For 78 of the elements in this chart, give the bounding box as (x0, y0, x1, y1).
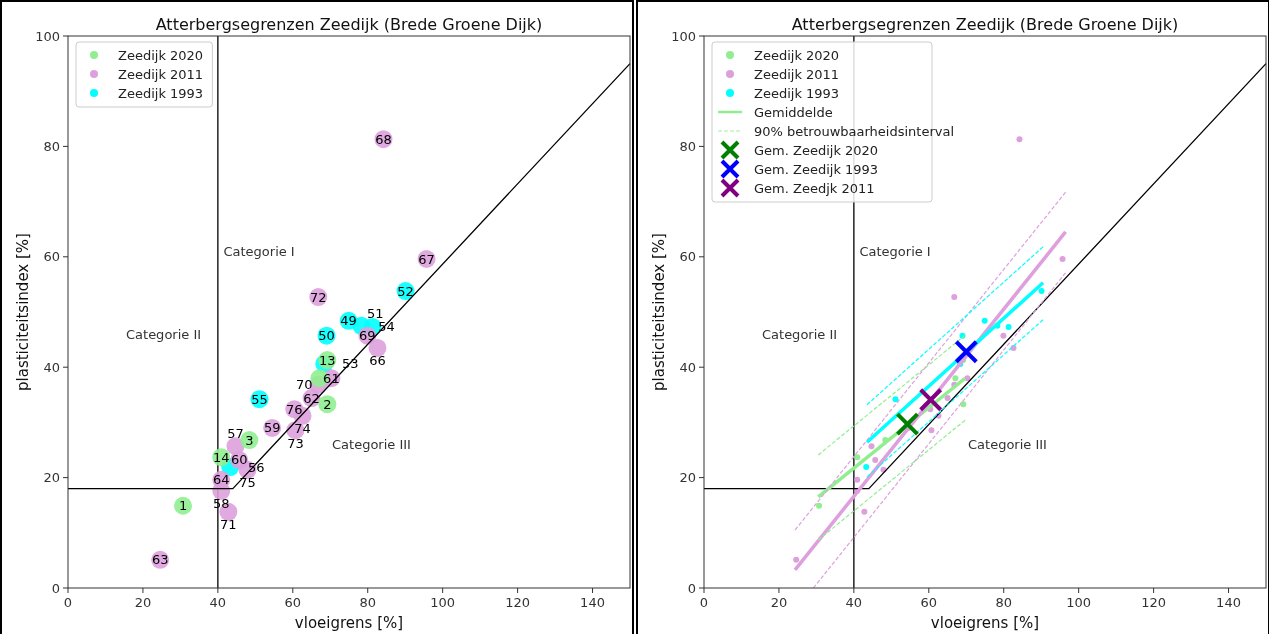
annotation: 72 (310, 289, 327, 305)
annotation: 49 (340, 313, 357, 329)
annotation: Categorie III (332, 437, 411, 453)
annotation: 13 (319, 352, 336, 368)
annotation: 63 (151, 552, 169, 568)
x-tick-label: 80 (995, 595, 1013, 610)
x-tick-label: 60 (284, 595, 302, 610)
y-tick-label: 80 (43, 138, 60, 154)
annotation: 71 (220, 517, 237, 533)
x-tick-label: 120 (505, 595, 531, 610)
annotation: 60 (230, 452, 248, 468)
annotation: 64 (212, 472, 230, 488)
x-tick-label: 60 (920, 595, 938, 610)
annotation: 52 (397, 283, 414, 299)
chart-title: Atterbergsegrenzen Zeedijk (Brede Groene Dijk) (791, 15, 1179, 34)
annotation: 74 (294, 421, 311, 437)
annotation: 69 (359, 328, 376, 344)
x-tick-label: 20 (770, 595, 788, 610)
annotation: 75 (239, 475, 256, 491)
annotation: 66 (369, 353, 386, 369)
annotation: 70 (296, 377, 313, 393)
annotation: 59 (263, 420, 281, 436)
legend-label: 90% betrouwbaarheidsinterval (754, 123, 954, 139)
y-tick-label: 0 (51, 580, 60, 596)
annotation: 73 (287, 435, 304, 451)
annotation: 2 (323, 396, 332, 412)
legend-label: Zeedijk 2011 (754, 66, 840, 82)
y-tick-label: 20 (43, 470, 60, 486)
y-tick-label: 40 (679, 359, 696, 375)
annotation: 14 (212, 449, 230, 465)
legend-label: Zeedijk 1993 (118, 85, 204, 101)
x-tick-label: 40 (209, 595, 227, 610)
x-tick-label: 0 (699, 595, 709, 610)
annotation: 1 (178, 498, 188, 514)
legend-label: Gem. Zeedijk 2020 (754, 142, 879, 158)
y-tick-label: 20 (679, 470, 696, 486)
legend-label: Gem. Zeedjk 2011 (754, 180, 875, 196)
annotation: 51 (367, 306, 384, 322)
annotation: 67 (418, 251, 435, 267)
annotation: 57 (227, 425, 244, 441)
annotation: 55 (251, 391, 268, 407)
annotation: 3 (245, 432, 254, 448)
y-tick-label: 60 (43, 249, 60, 265)
annotation: 76 (286, 401, 303, 417)
x-tick-label: 80 (359, 595, 377, 610)
chart-title: Atterbergsegrenzen Zeedijk (Brede Groene Dijk) (155, 15, 543, 34)
y-tick-label: 0 (687, 580, 696, 596)
annotation: Categorie III (968, 437, 1047, 453)
annotation: 68 (375, 131, 392, 147)
annotation: Categorie I (223, 243, 295, 259)
legend-label: Zeedijk 2020 (118, 47, 204, 63)
x-axis-title: vloeigrens [%] (294, 614, 404, 632)
x-tick-label: 40 (845, 595, 863, 610)
legend-label: Zeedijk 2020 (754, 47, 840, 63)
x-tick-label: 100 (1066, 595, 1092, 610)
legend-label: Zeedijk 2011 (118, 66, 204, 82)
legend-label: Gemiddelde (754, 104, 833, 120)
y-tick-label: 60 (679, 249, 696, 265)
annotation: Categorie II (125, 326, 202, 342)
y-tick-label: 80 (679, 138, 696, 154)
x-axis-title: vloeigrens [%] (930, 614, 1040, 632)
y-tick-label: 40 (43, 359, 60, 375)
annotation: Categorie II (761, 326, 838, 342)
y-axis-title: plasticiteitsindex [%] (650, 233, 668, 391)
legend-label: Gem. Zeedijk 1993 (754, 161, 879, 177)
annotation: 62 (303, 390, 320, 406)
y-axis-title: plasticiteitsindex [%] (14, 233, 32, 391)
annotation: 50 (318, 328, 335, 344)
y-tick-label: 100 (671, 28, 696, 44)
legend-label: Zeedijk 1993 (754, 85, 840, 101)
x-tick-label: 20 (134, 595, 152, 610)
y-tick-label: 100 (35, 28, 60, 44)
x-tick-label: 140 (580, 595, 605, 610)
x-tick-label: 0 (63, 595, 73, 610)
x-tick-label: 140 (1216, 595, 1241, 610)
annotation: Categorie I (859, 243, 931, 259)
x-tick-label: 120 (1141, 595, 1167, 610)
x-tick-label: 100 (430, 595, 456, 610)
